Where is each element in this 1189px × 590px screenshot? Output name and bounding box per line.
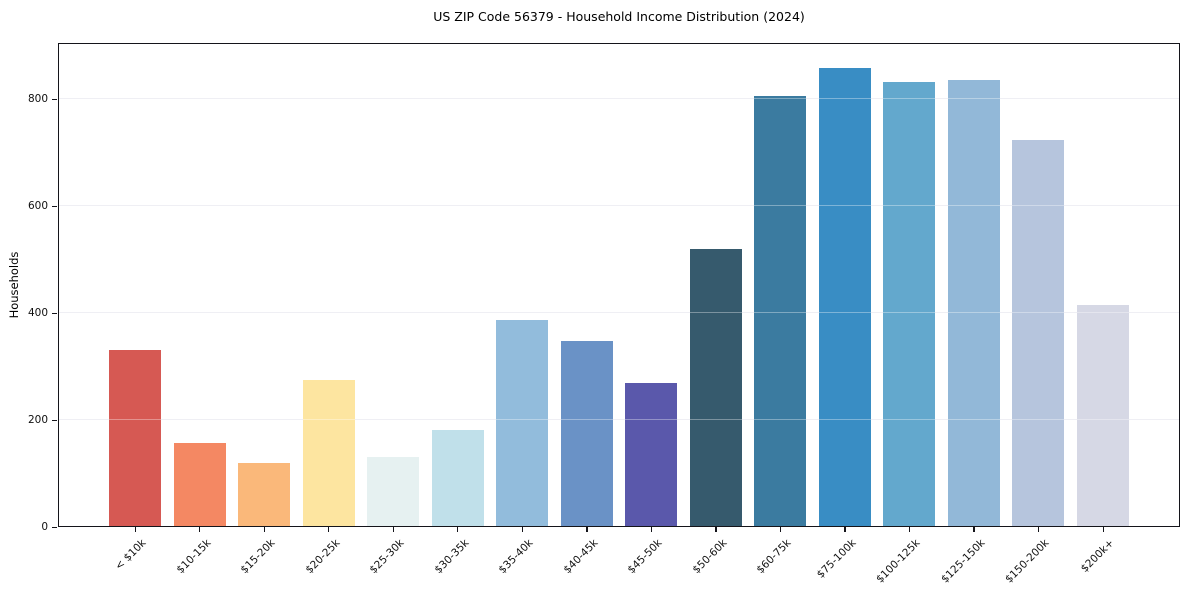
x-tick-mark-4 (328, 527, 330, 532)
gridline-overlay-800 (58, 98, 1180, 100)
y-tick-mark-600 (52, 205, 57, 207)
bar-45-50k (625, 382, 678, 527)
gridline-overlay-200 (58, 419, 1180, 421)
x-tick-mark-2 (199, 527, 201, 532)
x-tick-mark-3 (263, 527, 265, 532)
x-tick-mark-9 (650, 527, 653, 532)
gridline-overlay-400 (58, 312, 1180, 314)
gridline-overlay-600 (58, 205, 1180, 207)
bar-75-100k (818, 68, 871, 527)
plot-area: 0 200 400 600 800 < $10k $10-15k $15-20k $20-25k… (28, 43, 1180, 586)
y-tick-label-600: 600 (27, 200, 48, 213)
x-tick-mark-8 (586, 527, 588, 532)
bar-20-25k (302, 380, 355, 527)
bar-35-40k (496, 319, 549, 527)
bar-50-60k (689, 248, 742, 527)
gridline-600 (58, 205, 1180, 207)
bar-125-150k (947, 79, 1000, 527)
bar-10-15k (173, 442, 226, 527)
x-tick-mark-6 (457, 527, 459, 532)
x-tick-mark-13 (908, 527, 911, 532)
x-tick-mark-1 (134, 527, 136, 532)
y-tick-mark-0 (52, 526, 57, 528)
x-tick-mark-10 (715, 527, 717, 532)
x-tick-mark-16 (1102, 527, 1104, 532)
y-tick-label-800: 800 (27, 93, 48, 106)
x-tick-mark-14 (973, 527, 975, 532)
x-tick-mark-15 (1037, 527, 1040, 532)
y-tick-mark-400 (52, 312, 57, 314)
x-tick-mark-5 (392, 527, 394, 532)
x-tick-label-1: < $10k (112, 537, 149, 573)
y-tick-mark-800 (52, 98, 57, 100)
y-tick-label-0: 0 (41, 521, 48, 533)
chart-title: US ZIP Code 56379 - Household Income Dis… (433, 9, 805, 24)
gridline-200 (58, 419, 1180, 421)
bar-200k (1077, 305, 1129, 527)
x-tick-mark-7 (521, 527, 523, 532)
bar-10k (109, 349, 161, 527)
x-tick-mark-12 (844, 527, 846, 532)
x-tick-mark-11 (779, 527, 782, 532)
bar-25-30k (367, 457, 420, 527)
y-tick-mark-200 (52, 419, 57, 421)
y-tick-label-400: 400 (27, 307, 48, 320)
bar-40-45k (560, 341, 613, 527)
bar-100-125k (883, 82, 936, 527)
bar-15-20k (238, 463, 291, 527)
bar-30-35k (431, 430, 484, 527)
bar-150-200k (1012, 140, 1065, 527)
bar-60-75k (754, 95, 807, 527)
gridline-800 (58, 98, 1180, 100)
y-tick-label-200: 200 (27, 414, 48, 427)
gridline-400 (58, 312, 1180, 314)
